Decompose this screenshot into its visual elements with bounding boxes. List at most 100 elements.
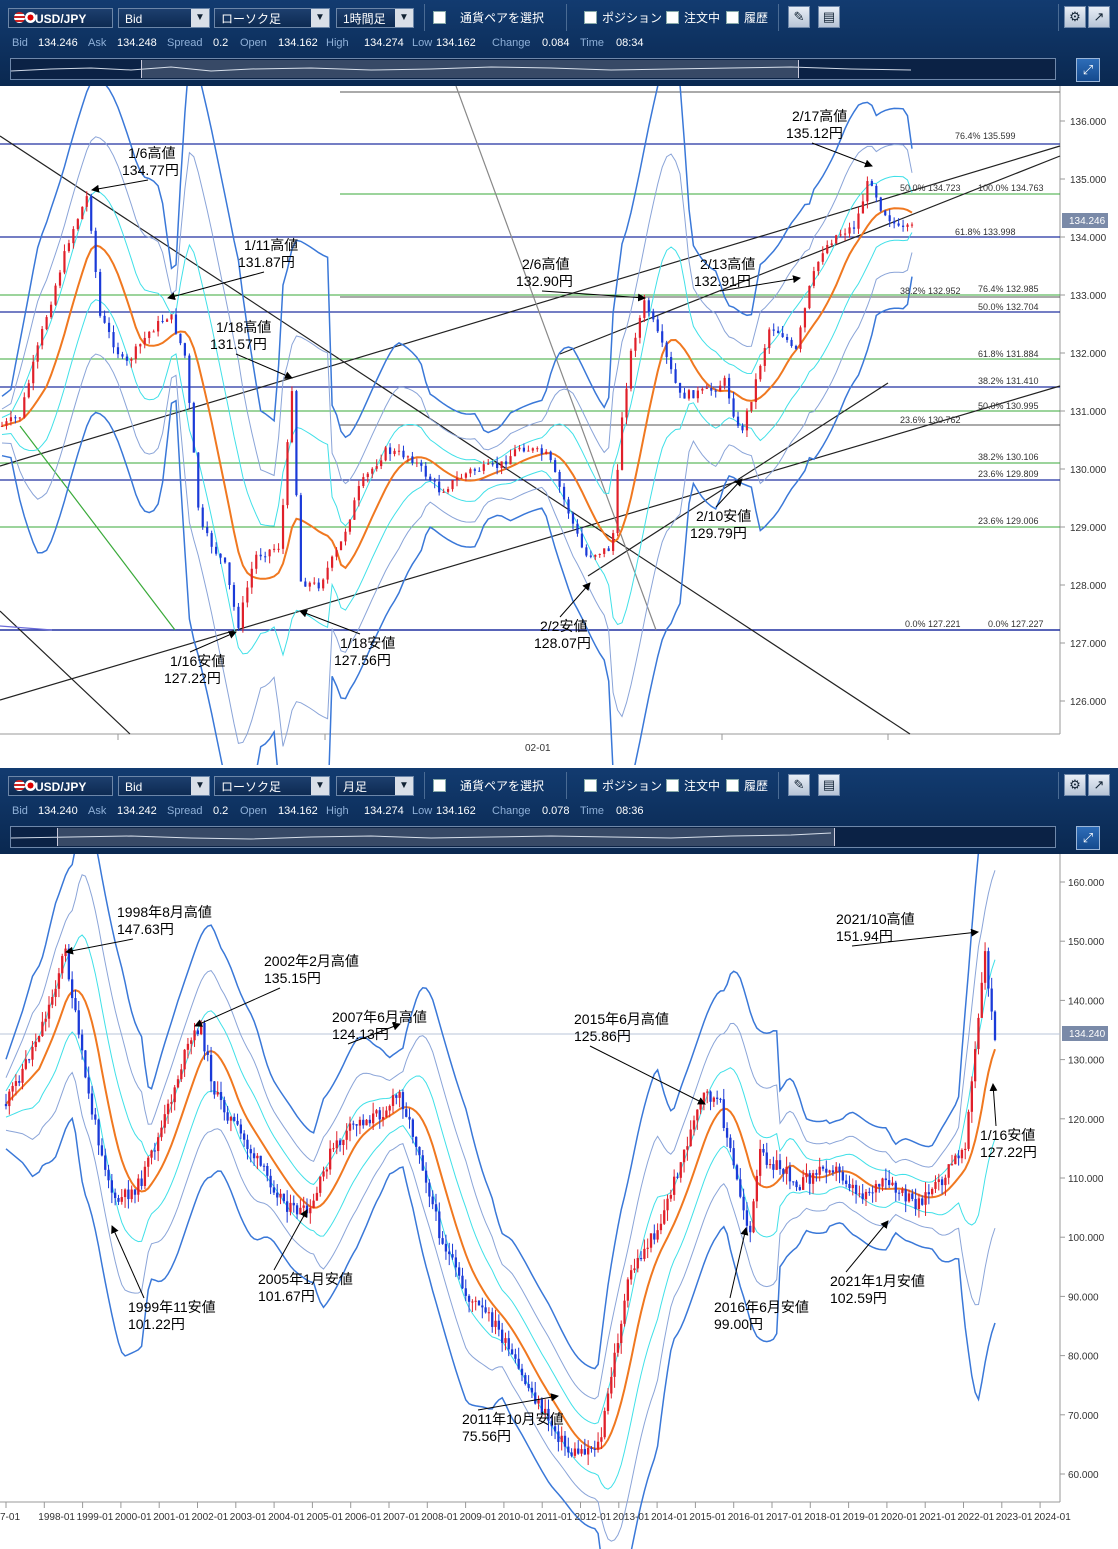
candle	[854, 1184, 858, 1195]
candle	[277, 548, 280, 550]
x-tick-label: 2002-01	[192, 1512, 229, 1523]
x-tick-label: 2005-01	[306, 1512, 343, 1523]
candle	[785, 337, 789, 340]
orders-checkbox[interactable]	[666, 779, 679, 792]
candle	[987, 951, 990, 989]
candle	[355, 1124, 358, 1126]
time-value: 08:34	[616, 37, 644, 49]
candle	[653, 1233, 656, 1240]
timeframe-label: 月足	[343, 780, 368, 794]
bollinger-band-line	[5, 1116, 996, 1549]
candle	[428, 1182, 431, 1197]
chart-scrollbar[interactable]	[10, 58, 1056, 80]
high-value: 134.274	[364, 805, 404, 817]
candle	[243, 1133, 246, 1140]
candle	[752, 1201, 755, 1233]
candle	[100, 1145, 104, 1156]
candle	[792, 1181, 795, 1183]
candle	[406, 456, 410, 458]
drawing-tool-button[interactable]: ✎	[788, 774, 810, 796]
orders-label: 注文中	[684, 779, 721, 793]
monthly-candlestick-chart[interactable]: 160.000 150.000 140.000 130.000 120.000 110.0…	[0, 854, 1118, 1549]
candle	[41, 1021, 44, 1037]
currency-pair-select[interactable]: USD/JPY	[8, 8, 113, 28]
chart-type-select[interactable]: ローソク足 ▼	[214, 776, 330, 796]
pair-select-checkbox[interactable]	[433, 779, 446, 792]
candle	[150, 1150, 153, 1158]
candle	[249, 1149, 252, 1154]
popout-icon[interactable]: ↗	[1088, 6, 1110, 28]
candle	[625, 388, 628, 418]
y-tick-label: 120.000	[1068, 1115, 1105, 1126]
candle	[114, 1192, 117, 1199]
candle	[722, 1099, 725, 1128]
gear-icon[interactable]: ⚙	[1064, 6, 1086, 28]
x-tick-label: 2004-01	[268, 1512, 305, 1523]
candle	[219, 1092, 223, 1101]
timeframe-select[interactable]: 月足 ▼	[336, 776, 414, 796]
fib-label: 50.0% 132.704	[978, 302, 1039, 312]
candle	[623, 1300, 626, 1324]
price-type-select[interactable]: Bid ▼	[118, 776, 210, 796]
bollinger-band-line	[5, 870, 996, 1400]
zoom-toggle-icon[interactable]: ⤢	[1076, 826, 1100, 850]
candle	[754, 379, 757, 403]
history-checkbox[interactable]	[726, 779, 739, 792]
candle	[590, 1447, 593, 1449]
current-price-label: 134.240	[1069, 1029, 1106, 1040]
candle	[246, 587, 249, 603]
chart-type-select[interactable]: ローソク足 ▼	[214, 8, 330, 28]
candle	[352, 1123, 355, 1125]
candle	[9, 417, 13, 422]
trend-line	[0, 610, 131, 735]
indicator-button[interactable]: ▤	[818, 774, 840, 796]
currency-pair-select[interactable]: USD/JPY	[8, 776, 113, 796]
fib-label: 50.0% 134.723	[900, 183, 961, 193]
drawing-tool-button[interactable]: ✎	[788, 6, 810, 28]
toolbar-divider	[778, 4, 779, 31]
candle	[656, 1230, 659, 1240]
candle	[117, 1198, 120, 1202]
scroll-thumb[interactable]	[141, 60, 799, 78]
annotation-price: 102.59円	[830, 1290, 887, 1306]
candle	[405, 1109, 408, 1117]
candle	[580, 1449, 583, 1454]
timeframe-select[interactable]: 1時間足 ▼	[336, 8, 414, 28]
price-type-select[interactable]: Bid ▼	[118, 8, 210, 28]
overview-sparkline	[10, 832, 832, 840]
candle	[252, 1153, 256, 1159]
history-checkbox[interactable]	[726, 11, 739, 24]
candle	[37, 1036, 41, 1042]
chart-scrollbar[interactable]	[10, 826, 1056, 848]
pair-select-checkbox[interactable]	[433, 11, 446, 24]
gear-icon[interactable]: ⚙	[1064, 774, 1086, 796]
fib-label: 38.2% 132.952	[900, 286, 961, 296]
candle	[143, 1166, 147, 1186]
annotation-arrow	[845, 1220, 889, 1273]
candle	[54, 285, 57, 305]
position-checkbox[interactable]	[584, 779, 597, 792]
candle	[23, 397, 26, 418]
zoom-toggle-icon[interactable]: ⤢	[1076, 58, 1100, 82]
candle	[415, 1136, 418, 1147]
candle	[676, 1176, 679, 1178]
candle	[864, 1191, 868, 1200]
candle	[607, 548, 610, 552]
position-checkbox[interactable]	[584, 11, 597, 24]
hourly-candlestick-chart[interactable]: 76.4% 135.599 50.0% 134.723 100.0% 134.763…	[0, 86, 1118, 765]
candle	[335, 550, 338, 557]
orders-checkbox[interactable]	[666, 11, 679, 24]
candle	[424, 465, 427, 477]
annotation-arrow	[589, 1045, 706, 1105]
candle	[692, 390, 695, 399]
x-tick-label: 2019-01	[843, 1512, 880, 1523]
scroll-thumb[interactable]	[57, 828, 835, 846]
candle	[629, 350, 633, 389]
candle	[408, 1116, 411, 1120]
popout-icon[interactable]: ↗	[1088, 774, 1110, 796]
indicator-button[interactable]: ▤	[818, 6, 840, 28]
candle	[947, 1164, 950, 1178]
candle	[647, 300, 650, 312]
candle	[71, 979, 74, 999]
candle	[735, 1165, 739, 1180]
